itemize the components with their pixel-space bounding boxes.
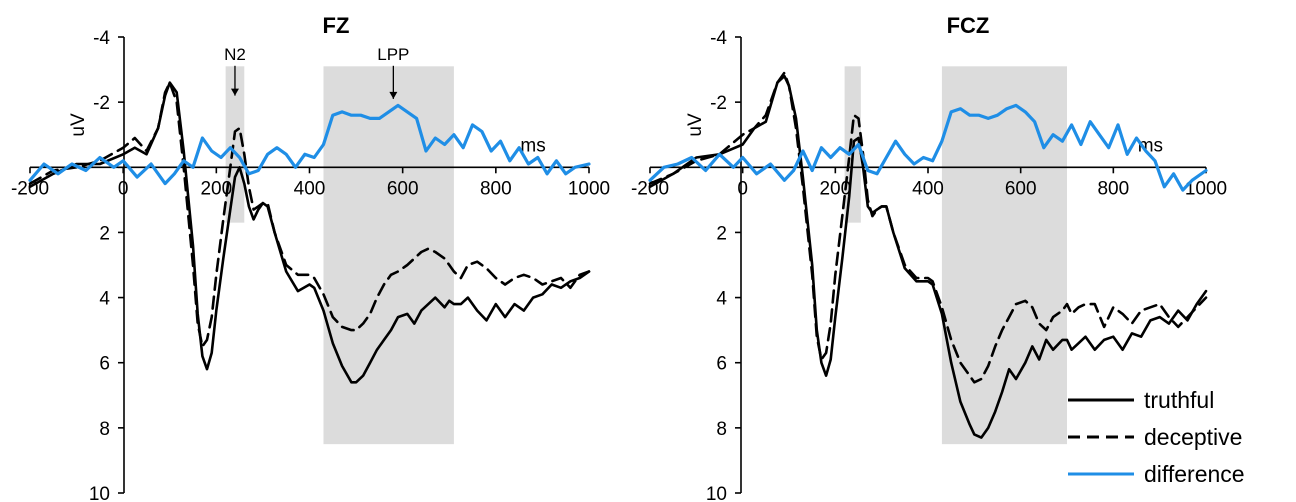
annotation-lpp: LPP [377,45,409,64]
series-line-difference [648,103,1208,192]
legend-label-truthful: truthful [1144,387,1214,413]
x-tick-label: 600 [1005,178,1037,199]
x-tick-label: 600 [387,178,419,199]
x-tick-label: 0 [118,178,129,199]
legend-label-difference: difference [1144,461,1245,487]
series-line-deceptive [28,81,591,348]
panel-title: FCZ [947,13,990,38]
y-tick-label: 4 [716,289,727,310]
x-tick-label: 200 [200,178,232,199]
y-tick-label: 4 [99,289,110,310]
legend-label-deceptive: deceptive [1144,424,1242,450]
y-tick-label: -2 [710,93,727,114]
x-tick-label: 400 [912,178,944,199]
y-tick-label: 8 [716,419,727,440]
x-tick-label: 800 [1097,178,1129,199]
y-axis-label: uV [68,113,89,137]
shaded-window-2 [323,66,454,445]
y-tick-label: 2 [716,223,727,244]
series-line-difference [28,103,591,186]
y-axis-label: uV [685,113,706,137]
series-line-truthful [28,81,591,384]
series-line-deceptive [648,71,1208,384]
x-tick-label: 0 [737,178,748,199]
chart-panel-fz: -200 0 200 400 600 800 1000 -4 -2 2 4 6 8 10 uV ms FZ N2 L… [11,13,610,502]
y-tick-label: 6 [716,354,727,375]
x-tick-label: 1000 [568,178,610,199]
x-tick-label: 400 [294,178,326,199]
y-tick-label: 10 [706,484,727,502]
y-tick-label: -4 [710,28,727,49]
y-tick-label: 10 [89,484,110,502]
annotation-n2: N2 [224,45,246,64]
shaded-window-1 [225,66,245,223]
x-axis-label: ms [520,135,545,156]
y-tick-label: 8 [99,419,110,440]
series-line-truthful [648,74,1208,439]
x-tick-label: 200 [819,178,851,199]
annotation-arrow-head [230,88,239,96]
panel-title: FZ [323,13,350,38]
y-tick-label: -4 [93,28,110,49]
y-tick-label: 2 [99,223,110,244]
x-tick-label: -200 [631,178,669,199]
x-tick-label: 1000 [1185,178,1227,199]
y-tick-label: -2 [93,93,110,114]
legend: truthful deceptive difference [1068,387,1245,487]
x-tick-label: 800 [480,178,512,199]
y-tick-label: 6 [99,354,110,375]
annotation-arrow-head [389,91,398,99]
x-tick-label: -200 [11,178,49,199]
